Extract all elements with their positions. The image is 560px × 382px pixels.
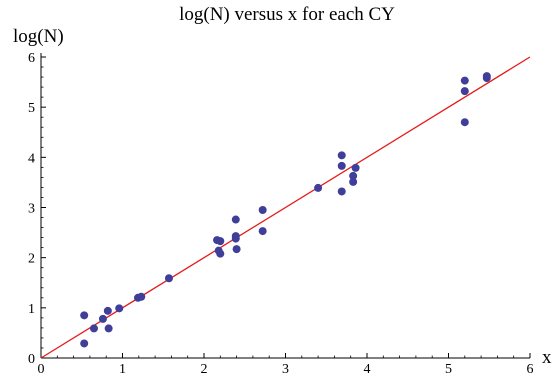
x-tick-label: 5: [445, 362, 452, 377]
x-tick-label: 4: [364, 362, 371, 377]
x-tick-label: 6: [527, 362, 534, 377]
data-point: [460, 118, 469, 127]
x-tick-label: 2: [201, 362, 208, 377]
y-tick-label: 1: [28, 302, 35, 317]
y-tick-label: 3: [28, 202, 35, 217]
data-point: [351, 163, 360, 172]
y-tick-label: 2: [28, 252, 35, 267]
data-point: [89, 324, 98, 333]
y-axis-title: log(N): [13, 26, 64, 47]
data-point: [349, 171, 358, 180]
fit-line-layer: [40, 56, 531, 359]
data-point: [80, 339, 89, 348]
data-point: [115, 304, 124, 313]
data-point: [460, 87, 469, 96]
data-point: [314, 183, 323, 192]
x-tick-label: 0: [38, 362, 45, 377]
x-tick-label: 1: [119, 362, 126, 377]
data-point: [80, 311, 89, 320]
data-point: [232, 245, 241, 254]
fit-line: [40, 56, 531, 359]
data-point: [258, 227, 267, 236]
data-point: [164, 274, 173, 283]
axes: 0 1 2 3 4 5 6 0 1 2 3 4 5 6: [28, 51, 534, 377]
data-point: [98, 314, 107, 323]
x-tick-label: 3: [282, 362, 289, 377]
scatter-points: [80, 72, 491, 348]
data-point: [258, 206, 267, 215]
data-point: [137, 292, 146, 301]
y-tick-label: 5: [28, 101, 35, 116]
data-point: [337, 161, 346, 170]
x-axis-title: x: [542, 347, 552, 368]
data-point: [460, 76, 469, 85]
data-point: [337, 151, 346, 160]
data-point: [349, 177, 358, 186]
data-point: [231, 234, 240, 243]
data-point: [337, 187, 346, 196]
data-point: [216, 237, 225, 246]
data-point: [104, 324, 113, 333]
y-tick-label: 4: [28, 151, 35, 166]
y-tick-label: 0: [28, 352, 35, 367]
data-point: [103, 306, 112, 315]
data-point: [482, 74, 491, 83]
data-point: [216, 249, 225, 258]
data-point: [231, 215, 240, 224]
y-tick-label: 6: [28, 51, 35, 66]
chart-title: log(N) versus x for each CY: [179, 4, 395, 25]
